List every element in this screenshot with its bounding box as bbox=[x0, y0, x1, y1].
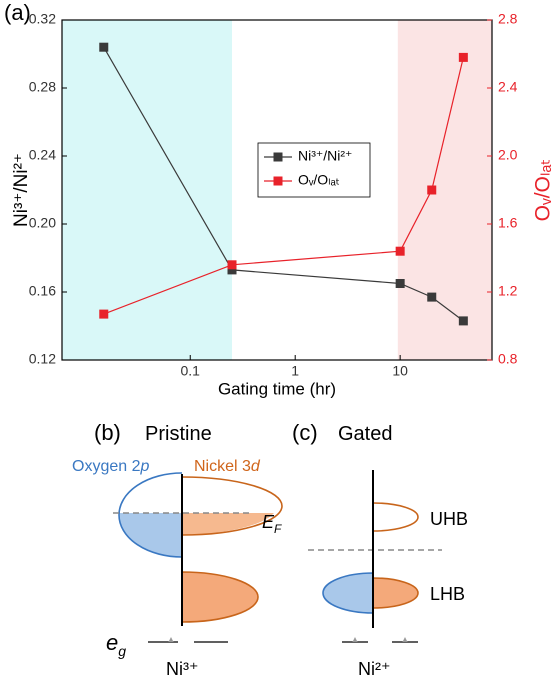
legend-marker bbox=[273, 176, 283, 186]
band-label: UHB bbox=[430, 509, 468, 529]
legend: Ni³⁺/Ni²⁺ Oᵥ/Oₗₐₜ bbox=[257, 142, 371, 198]
y-tick-label: 0.16 bbox=[29, 283, 56, 299]
electron-arrow bbox=[168, 637, 174, 642]
x-tick-label: 1 bbox=[291, 363, 299, 379]
point bbox=[99, 309, 109, 319]
orbital-label: Nickel 3d bbox=[194, 458, 261, 475]
plot-frame bbox=[61, 19, 493, 361]
filled-band bbox=[372, 577, 419, 609]
electron-arrow bbox=[352, 637, 408, 642]
x-tick-label: 0.1 bbox=[181, 363, 201, 379]
panel-label: (c) bbox=[292, 420, 318, 445]
fermi-label: EF bbox=[262, 512, 282, 536]
diagram-title: Gated bbox=[338, 423, 392, 445]
y2-tick-label: 1.2 bbox=[498, 283, 518, 299]
band-outline bbox=[118, 472, 183, 558]
y2-tick-label: 0.8 bbox=[498, 351, 518, 367]
band-outline bbox=[181, 476, 283, 536]
y-tick-label: 0.12 bbox=[29, 351, 56, 367]
orbital-label: Oxygen 2p bbox=[72, 458, 149, 475]
ion-label: Ni²⁺ bbox=[358, 659, 391, 679]
point bbox=[458, 316, 468, 326]
legend-box bbox=[257, 142, 371, 198]
diagram-title: Pristine bbox=[145, 423, 212, 445]
filled-band bbox=[322, 572, 374, 614]
legend-label: Ni³⁺/Ni²⁺ bbox=[298, 148, 352, 164]
point bbox=[99, 42, 109, 52]
point bbox=[427, 292, 437, 302]
point bbox=[395, 246, 405, 256]
filled-band bbox=[181, 571, 259, 623]
shaded-region bbox=[62, 20, 233, 360]
x-tick-label: 10 bbox=[392, 363, 408, 379]
point bbox=[227, 265, 237, 275]
y2-tick-label: 1.6 bbox=[498, 215, 518, 231]
x-axis-label: Gating time (hr) bbox=[218, 379, 336, 398]
point bbox=[227, 260, 237, 270]
y2-tick-label: 2.0 bbox=[498, 147, 518, 163]
legend-marker bbox=[273, 152, 283, 162]
ion-label: Ni³⁺ bbox=[166, 659, 199, 679]
filled-band bbox=[118, 513, 182, 558]
point bbox=[395, 279, 405, 288]
filled-band bbox=[182, 513, 274, 535]
y-tick-label: 0.32 bbox=[29, 11, 56, 27]
y-tick-label: 0.20 bbox=[29, 215, 56, 231]
shaded-region bbox=[397, 20, 492, 360]
y-tick-label: 0.24 bbox=[29, 147, 56, 163]
y-axis-label: Ni³⁺/Ni²⁺ bbox=[11, 153, 32, 227]
point bbox=[458, 52, 468, 62]
y2-axis-label: Oᵥ/Oₗₐₜ bbox=[532, 159, 555, 222]
y2-tick-label: 2.4 bbox=[498, 79, 518, 95]
legend-label: Oᵥ/Oₗₐₜ bbox=[298, 172, 340, 188]
eg-label: eg bbox=[106, 630, 126, 659]
panel-label: (a) bbox=[4, 0, 31, 25]
point bbox=[427, 185, 437, 195]
y2-tick-label: 2.8 bbox=[498, 11, 518, 27]
band-label: LHB bbox=[430, 584, 465, 604]
y-tick-label: 0.28 bbox=[29, 79, 56, 95]
panel-label: (b) bbox=[94, 420, 121, 445]
band-outline bbox=[372, 502, 419, 532]
